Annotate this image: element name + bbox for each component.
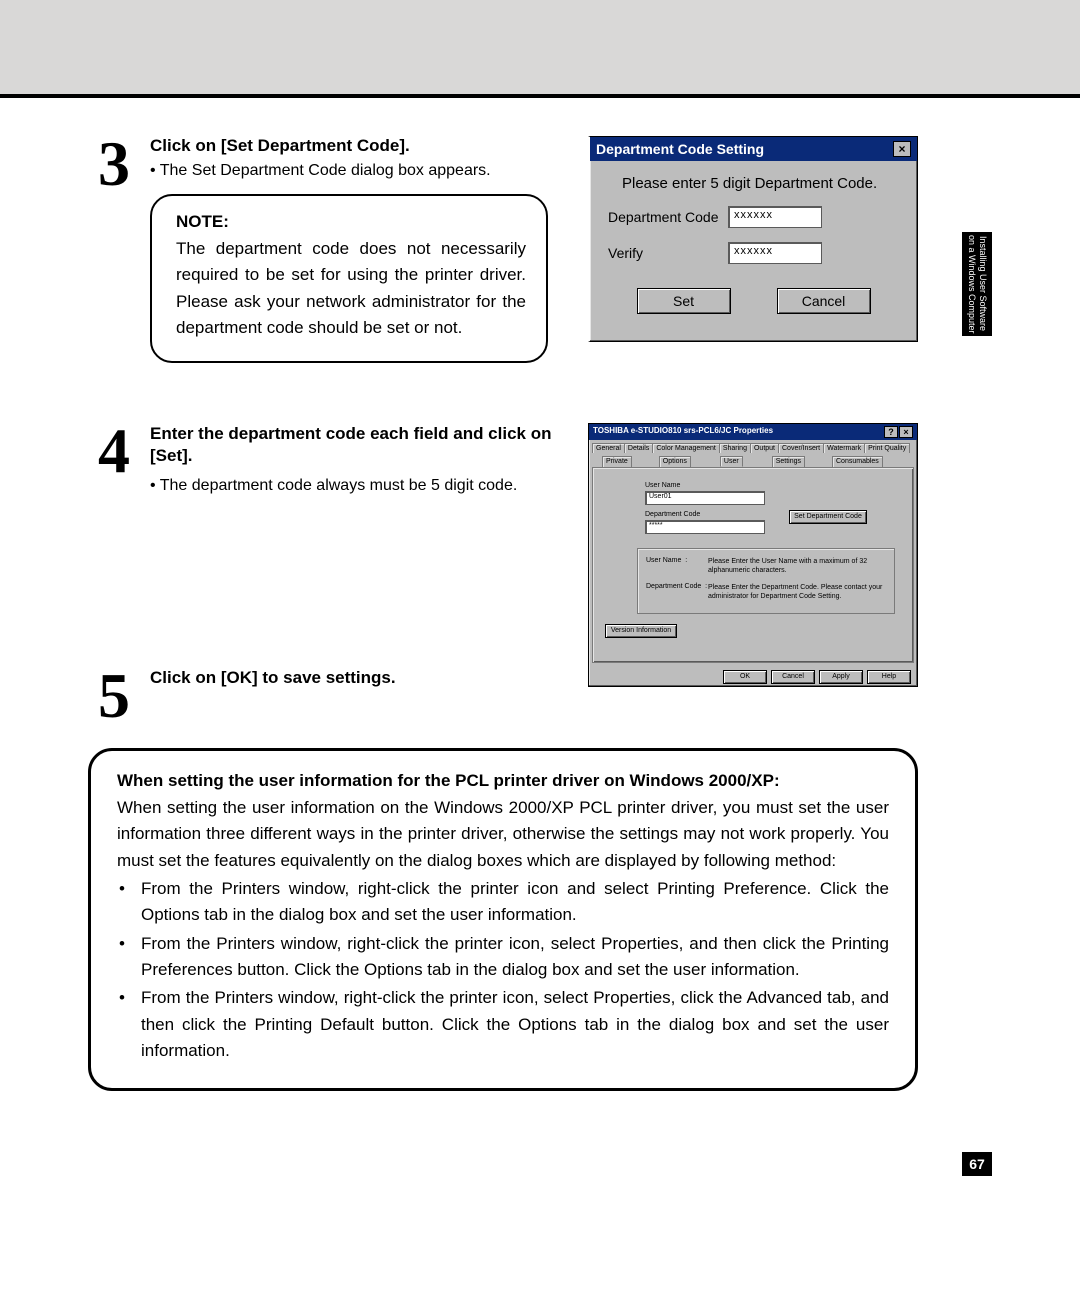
tab-sharing[interactable]: Sharing <box>719 443 751 453</box>
ok-button[interactable]: OK <box>723 670 767 684</box>
tab-consumables[interactable]: Consumables <box>832 456 883 467</box>
department-code-dialog: Department Code Setting × Please enter 5… <box>588 136 918 342</box>
tab-details[interactable]: Details <box>624 443 653 453</box>
desc-deptcode-text: Please Enter the Department Code. Please… <box>708 583 886 601</box>
bottom-bullet-3: From the Printers window, right-click th… <box>117 985 889 1064</box>
tab-private[interactable]: Private <box>602 456 632 467</box>
step-3-title: Click on [Set Department Code]. <box>150 136 562 156</box>
bottom-bullet-2: From the Printers window, right-click th… <box>117 931 889 984</box>
tab-user[interactable]: User <box>720 456 743 467</box>
dept-code-input[interactable]: xxxxxx <box>728 206 822 228</box>
step-5-number: 5 <box>92 664 136 728</box>
version-info-button[interactable]: Version Information <box>605 624 677 638</box>
desc-username-text: Please Enter the User Name with a maximu… <box>708 557 886 575</box>
apply-button[interactable]: Apply <box>819 670 863 684</box>
bottom-para: When setting the user information on the… <box>117 795 889 874</box>
deptcode-input[interactable]: ***** <box>645 520 765 534</box>
note-text: The department code does not necessarily… <box>176 236 526 341</box>
set-button[interactable]: Set <box>637 288 731 314</box>
set-department-code-button[interactable]: Set Department Code <box>789 510 867 524</box>
step-3-number: 3 <box>92 132 136 196</box>
cancel-button[interactable]: Cancel <box>771 670 815 684</box>
cancel-button[interactable]: Cancel <box>777 288 871 314</box>
properties-title: TOSHIBA e-STUDIO810 srs-PCL6/JC Properti… <box>593 426 773 438</box>
tab-print-quality[interactable]: Print Quality <box>864 443 910 453</box>
step-3-bullet: • The Set Department Code dialog box app… <box>150 162 562 180</box>
bottom-note-box: When setting the user information for th… <box>88 748 918 1091</box>
username-field-label: User Name <box>645 482 901 489</box>
page-number: 67 <box>962 1152 992 1176</box>
note-box: NOTE: The department code does not neces… <box>150 194 548 363</box>
dialog-prompt: Please enter 5 digit Department Code. <box>622 175 899 192</box>
tab-settings[interactable]: Settings <box>772 456 805 467</box>
description-group: User Name : Please Enter the User Name w… <box>637 548 895 614</box>
close-icon[interactable]: × <box>893 141 911 157</box>
user-panel: User Name User01 Department Code ***** S… <box>592 467 914 663</box>
step-4-bullet: • The department code always must be 5 d… <box>150 477 562 495</box>
step-4-title: Enter the department code each field and… <box>150 423 562 467</box>
bottom-title: When setting the user information for th… <box>117 771 889 791</box>
help-icon[interactable]: ? <box>884 426 898 438</box>
section-tab: Installing User Software on a Windows Co… <box>962 232 992 336</box>
bottom-bullet-1: From the Printers window, right-click th… <box>117 876 889 929</box>
step-5: 5 Click on [OK] to save settings. <box>92 668 562 688</box>
tabs-row-2: Private Options User Settings Consumable… <box>592 456 914 467</box>
section-tab-text: Installing User Software on a Windows Co… <box>966 232 988 336</box>
properties-dialog: TOSHIBA e-STUDIO810 srs-PCL6/JC Properti… <box>588 423 918 687</box>
properties-title-bar: TOSHIBA e-STUDIO810 srs-PCL6/JC Properti… <box>589 424 917 440</box>
dialog-title-bar: Department Code Setting × <box>590 137 917 161</box>
dialog-bottom-buttons: OK Cancel Apply Help <box>589 666 917 688</box>
tab-general[interactable]: General <box>592 443 625 453</box>
tab-color-management[interactable]: Color Management <box>652 443 720 453</box>
step-4-number: 4 <box>92 419 136 483</box>
verify-label: Verify <box>608 245 728 261</box>
header-bar <box>0 0 1080 98</box>
note-title: NOTE: <box>176 212 526 232</box>
username-input[interactable]: User01 <box>645 491 765 505</box>
tab-output[interactable]: Output <box>750 443 779 453</box>
step-5-title: Click on [OK] to save settings. <box>150 668 562 688</box>
tab-watermark[interactable]: Watermark <box>823 443 865 453</box>
step-3: 3 Click on [Set Department Code]. • The … <box>92 136 562 363</box>
help-button[interactable]: Help <box>867 670 911 684</box>
desc-username-label: User Name : <box>646 557 708 575</box>
verify-input[interactable]: xxxxxx <box>728 242 822 264</box>
dialog-title: Department Code Setting <box>596 141 764 157</box>
close-icon[interactable]: × <box>899 426 913 438</box>
step-4: 4 Enter the department code each field a… <box>92 423 562 495</box>
dept-code-label: Department Code <box>608 209 728 225</box>
tabs-row-1: General Details Color Management Sharing… <box>592 443 914 453</box>
tab-options[interactable]: Options <box>659 456 691 467</box>
tab-cover-insert[interactable]: Cover/Insert <box>778 443 824 453</box>
desc-deptcode-label: Department Code : <box>646 583 708 601</box>
